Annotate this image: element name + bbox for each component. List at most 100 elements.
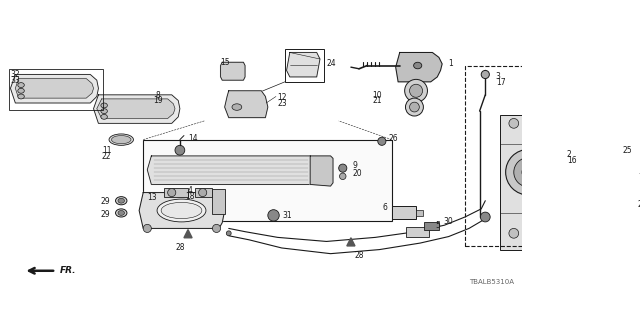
Ellipse shape (109, 134, 134, 145)
Ellipse shape (116, 209, 127, 217)
Bar (416, 210, 422, 216)
Bar (9, 69, 102, 109)
Polygon shape (147, 156, 320, 184)
Circle shape (212, 224, 221, 233)
Circle shape (610, 171, 630, 190)
Text: 13: 13 (147, 193, 157, 202)
Bar (465, 66, 547, 245)
Text: 5: 5 (436, 221, 440, 230)
Circle shape (143, 224, 152, 233)
Text: 19: 19 (153, 96, 163, 106)
Bar (212, 189, 225, 214)
Circle shape (506, 149, 551, 195)
Polygon shape (93, 95, 180, 123)
Text: 24: 24 (326, 60, 336, 68)
Text: 18: 18 (185, 192, 195, 201)
Polygon shape (310, 156, 333, 186)
Ellipse shape (111, 136, 131, 144)
Ellipse shape (118, 198, 125, 203)
Circle shape (410, 102, 419, 112)
Ellipse shape (157, 199, 206, 222)
Circle shape (612, 195, 634, 218)
Polygon shape (225, 91, 268, 118)
Ellipse shape (101, 103, 108, 108)
Text: 31: 31 (282, 211, 292, 220)
Text: FR.: FR. (60, 266, 76, 275)
Circle shape (538, 118, 547, 128)
Text: 2: 2 (567, 150, 572, 159)
Text: 20: 20 (353, 169, 362, 178)
Polygon shape (184, 230, 192, 238)
Circle shape (227, 231, 231, 236)
Text: 12: 12 (278, 93, 287, 102)
Circle shape (339, 164, 347, 172)
Polygon shape (139, 193, 225, 228)
Circle shape (410, 84, 422, 97)
Polygon shape (598, 148, 621, 168)
Ellipse shape (101, 114, 108, 119)
Text: 22: 22 (102, 152, 111, 161)
Text: 21: 21 (372, 96, 381, 106)
Circle shape (509, 118, 518, 128)
Text: 4: 4 (188, 186, 192, 195)
Text: 29: 29 (100, 197, 109, 206)
Bar (406, 227, 429, 236)
Text: 25: 25 (623, 146, 632, 155)
Text: 10: 10 (372, 91, 382, 100)
Text: 26: 26 (388, 133, 398, 142)
Circle shape (198, 188, 207, 197)
Text: 17: 17 (496, 78, 506, 87)
Circle shape (481, 212, 490, 222)
Bar (392, 206, 416, 219)
Text: 9: 9 (353, 161, 357, 170)
Circle shape (620, 203, 626, 210)
Text: 8: 8 (156, 91, 160, 100)
Text: 27: 27 (637, 200, 640, 209)
Ellipse shape (116, 197, 127, 205)
Circle shape (509, 228, 518, 238)
Text: 7: 7 (639, 173, 640, 182)
Bar (424, 222, 439, 230)
Text: 29: 29 (100, 210, 109, 219)
Text: 15: 15 (221, 58, 230, 67)
Circle shape (268, 210, 279, 221)
Text: 16: 16 (567, 156, 577, 165)
Text: 11: 11 (102, 146, 111, 155)
Bar (285, 49, 324, 82)
Text: 32: 32 (10, 70, 20, 79)
Polygon shape (15, 78, 93, 98)
Ellipse shape (161, 202, 202, 219)
Text: 3: 3 (496, 72, 500, 81)
Circle shape (339, 173, 346, 180)
Ellipse shape (101, 109, 108, 114)
Circle shape (406, 98, 424, 116)
Ellipse shape (18, 88, 24, 93)
Polygon shape (10, 75, 99, 103)
Circle shape (481, 70, 490, 78)
Circle shape (175, 145, 185, 155)
Polygon shape (221, 62, 245, 80)
Circle shape (605, 166, 634, 195)
Text: 30: 30 (443, 217, 452, 226)
Polygon shape (347, 238, 355, 246)
Text: 1: 1 (449, 60, 453, 68)
Text: 23: 23 (278, 99, 287, 108)
Text: TBALB5310A: TBALB5310A (468, 279, 514, 285)
Circle shape (616, 200, 630, 213)
Ellipse shape (232, 104, 242, 110)
Ellipse shape (413, 62, 422, 69)
Polygon shape (396, 52, 442, 82)
Circle shape (378, 137, 386, 145)
Ellipse shape (18, 83, 24, 87)
Circle shape (522, 166, 535, 179)
Bar (195, 188, 212, 197)
Text: 28: 28 (355, 251, 364, 260)
Circle shape (404, 79, 428, 102)
Polygon shape (97, 99, 175, 118)
Text: 33: 33 (10, 76, 20, 85)
Ellipse shape (18, 94, 24, 99)
Bar (143, 140, 392, 221)
Circle shape (514, 157, 543, 187)
Text: 28: 28 (175, 243, 184, 252)
Circle shape (168, 188, 176, 197)
